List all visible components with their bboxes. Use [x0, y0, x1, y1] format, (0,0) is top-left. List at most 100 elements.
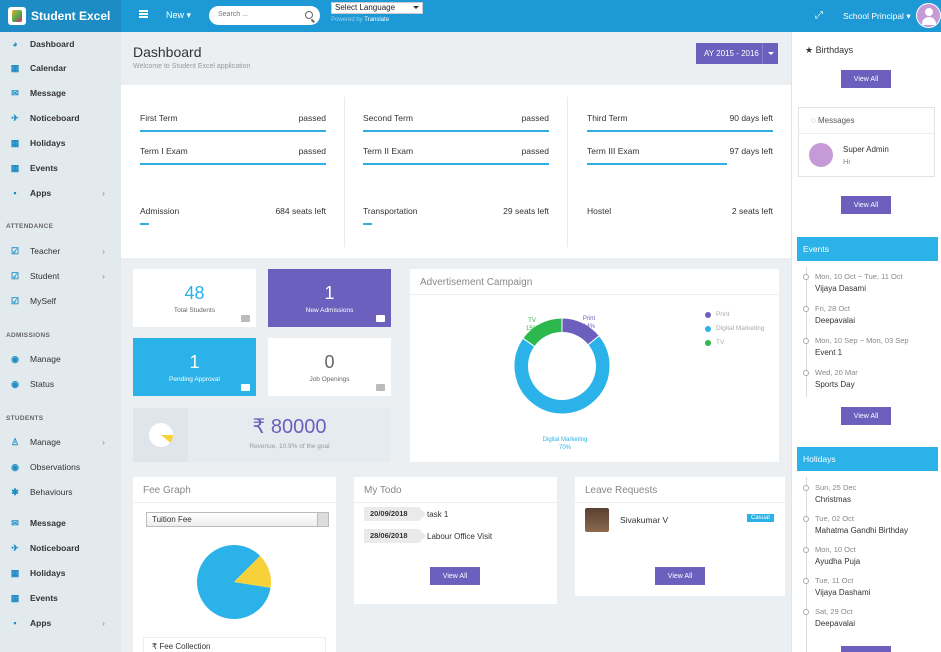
timeline-title[interactable]: Event 1	[815, 348, 843, 357]
todo-task[interactable]: task 1	[427, 510, 449, 519]
timeline-line	[806, 267, 807, 397]
sidebar-label: Holidays	[30, 568, 66, 578]
term-label: Hostel	[587, 206, 612, 216]
timeline-title[interactable]: Sports Day	[815, 380, 855, 389]
leave-user-name[interactable]: Sivakumar V	[620, 515, 669, 525]
stat-total-students[interactable]: 48 Total Students	[133, 269, 256, 327]
user-icon	[376, 315, 385, 322]
sidebar-item-calendar[interactable]: ▦ Calendar	[0, 58, 121, 78]
revenue-value: ₹ 80000	[188, 414, 391, 439]
sidebar-item-message[interactable]: ✉ Message	[0, 83, 121, 103]
search-icon[interactable]	[305, 11, 313, 19]
sidebar-item-admission-status[interactable]: ◉ Status	[0, 374, 121, 394]
user-menu[interactable]: School Principal ▾	[843, 11, 911, 21]
sidebar-item-teacher[interactable]: ☑ Teacher ›	[0, 241, 121, 261]
legend-item[interactable]: TV	[705, 339, 724, 346]
stat-job-openings[interactable]: 0 Job Openings	[268, 338, 391, 396]
campaign-card: Advertisement Campaign Print 14% Digital M…	[410, 269, 779, 462]
todo-task[interactable]: Labour Office Visit	[427, 532, 493, 541]
sidebar-item-student[interactable]: ☑ Student ›	[0, 266, 121, 286]
holidays-view-all-button[interactable]	[841, 646, 891, 652]
timeline-date: Fri, 28 Oct	[815, 304, 851, 313]
timeline-dot	[803, 338, 809, 344]
stat-new-admissions[interactable]: 1 New Admissions	[268, 269, 391, 327]
message-sender[interactable]: Super Admin	[843, 145, 889, 154]
sidebar-item-dashboard[interactable]: ◕ Dashboard	[0, 34, 121, 54]
translate-link[interactable]: Translate	[364, 17, 390, 23]
search-input[interactable]	[218, 11, 308, 18]
timeline-title[interactable]: Mahatma Gandhi Birthday	[815, 526, 908, 535]
todo-view-all-button[interactable]: View All	[430, 567, 480, 585]
leave-view-all-button[interactable]: View All	[655, 567, 705, 585]
timeline-dot	[803, 370, 809, 376]
term-progress-bar	[140, 163, 326, 165]
leave-requests-card: Leave Requests Sivakumar V Casual View A…	[575, 477, 785, 596]
term-label: Term II Exam	[363, 146, 414, 156]
sidebar-item-apps-2[interactable]: ▪ Apps ›	[0, 613, 121, 633]
fee-collection-row: ₹ Fee Collection	[143, 637, 326, 652]
timeline-title[interactable]: Vijaya Dashami	[815, 588, 871, 597]
timeline-title[interactable]: Ayudha Puja	[815, 557, 861, 566]
fee-pie-slice[interactable]	[197, 545, 271, 619]
term-status: 90 days left	[729, 113, 773, 123]
events-view-all-button[interactable]: View All	[841, 407, 891, 425]
chat-icon: ◌	[811, 116, 816, 125]
sidebar-item-admission-manage[interactable]: ◉ Manage	[0, 349, 121, 369]
sidebar-item-events-2[interactable]: ▦ Events	[0, 588, 121, 608]
sidebar-item-message-2[interactable]: ✉ Message	[0, 513, 121, 533]
birthdays-view-all-button[interactable]: View All	[841, 70, 891, 88]
academic-year-dropdown[interactable]: AY 2015 - 2016	[696, 43, 778, 64]
caret-down-icon[interactable]	[762, 43, 778, 64]
caret-down-icon[interactable]	[317, 513, 328, 526]
todo-title: My Todo	[364, 485, 402, 496]
sidebar-label: Teacher	[30, 246, 61, 256]
message-preview: Hi	[843, 157, 851, 166]
messages-box: ◌ Messages Super Admin Hi	[798, 107, 935, 177]
rupee-icon: ₹	[252, 416, 266, 438]
fee-pie-slice[interactable]	[234, 555, 271, 588]
main-content: Dashboard Welcome to Student Excel appli…	[121, 32, 791, 652]
sidebar-item-apps[interactable]: ▪ Apps ›	[0, 183, 121, 203]
term-row: Third Term 90 days left	[587, 113, 773, 123]
fee-pie-chart	[197, 545, 271, 619]
stat-pending-approval[interactable]: 1 Pending Approval	[133, 338, 256, 396]
timeline-title[interactable]: Christmas	[815, 495, 852, 504]
sidebar-item-behaviours[interactable]: ✱ Behaviours	[0, 482, 121, 502]
eye-icon: ◉	[11, 462, 19, 472]
pin-icon: ✈	[11, 113, 19, 123]
menu-toggle-icon[interactable]	[139, 10, 148, 18]
todo-card: My Todo 20/09/2018 task 1 28/06/2018 Lab…	[354, 477, 557, 604]
sidebar-item-observations[interactable]: ◉ Observations	[0, 457, 121, 477]
term-progress-bar	[140, 223, 149, 225]
sidebar-item-holidays-2[interactable]: ▦ Holidays	[0, 563, 121, 583]
fullscreen-icon[interactable]: ⤢	[815, 10, 823, 21]
timeline-dot	[803, 578, 809, 584]
chevron-right-icon: ›	[102, 271, 105, 281]
sidebar-item-myself[interactable]: ☑ MySelf	[0, 291, 121, 311]
sidebar-label: Events	[30, 593, 58, 603]
timeline-dot	[803, 274, 809, 280]
timeline-dot	[803, 306, 809, 312]
term-label: Transportation	[363, 206, 418, 216]
chevron-right-icon: ›	[102, 188, 105, 198]
divider	[344, 97, 345, 247]
term-progress-bar	[363, 130, 549, 132]
sidebar-item-noticeboard-2[interactable]: ✈ Noticeboard	[0, 538, 121, 558]
legend-item[interactable]: Print	[705, 311, 729, 318]
legend-item[interactable]: Digital Marketing	[705, 325, 764, 332]
timeline-title[interactable]: Vijaya Dasami	[815, 284, 866, 293]
timeline-title[interactable]: Deepavalai	[815, 619, 856, 628]
messages-view-all-button[interactable]: View All	[841, 196, 891, 214]
brand[interactable]: Student Excel	[0, 0, 121, 32]
timeline-title[interactable]: Deepavalai	[815, 316, 856, 325]
sidebar-item-students-manage[interactable]: ♙ Manage ›	[0, 432, 121, 452]
sidebar-item-holidays[interactable]: ▦ Holidays	[0, 133, 121, 153]
fee-type-select[interactable]: Tuition Fee	[146, 512, 329, 527]
fee-collection-label: Fee Collection	[159, 642, 211, 651]
new-dropdown-button[interactable]: New ▾	[166, 10, 192, 20]
language-select[interactable]: Select Language	[331, 2, 423, 14]
user-avatar[interactable]	[916, 3, 941, 28]
campaign-slice-label: TV	[528, 318, 536, 324]
sidebar-item-events[interactable]: ▦ Events	[0, 158, 121, 178]
sidebar-item-noticeboard[interactable]: ✈ Noticeboard	[0, 108, 121, 128]
